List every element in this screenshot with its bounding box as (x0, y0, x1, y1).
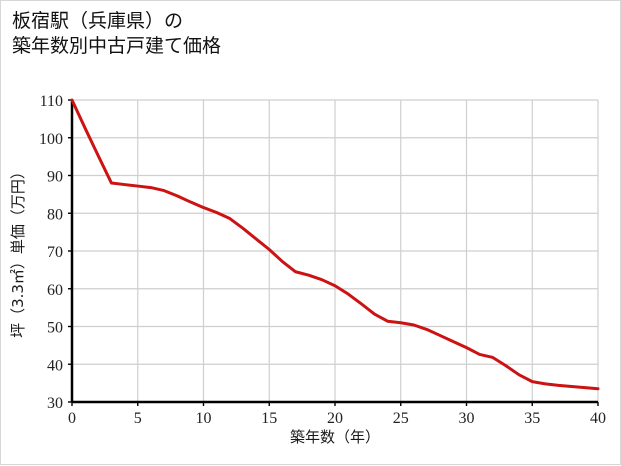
x-tick-label: 5 (134, 410, 142, 427)
x-tick-label: 15 (261, 410, 277, 427)
y-tick-label: 30 (47, 395, 63, 412)
data-series-group (70, 98, 600, 391)
x-tick-label: 40 (590, 410, 606, 427)
x-tick-label: 0 (68, 410, 76, 427)
x-tick-label: 20 (327, 410, 343, 427)
grid-lines (72, 99, 599, 403)
data-line-坪単価 (70, 98, 600, 391)
chart-title: 板宿駅（兵庫県）の 築年数別中古戸建て価格 (12, 10, 222, 57)
y-tick-label: 80 (47, 206, 63, 223)
y-axis-title: 坪（3.3㎡）単価（万円） (9, 164, 27, 338)
y-tick-label: 70 (47, 244, 63, 261)
x-tick-label: 25 (393, 410, 409, 427)
y-tick-label: 110 (40, 93, 63, 110)
x-axis-title: 築年数（年） (290, 428, 380, 446)
y-tick-label: 100 (39, 131, 63, 148)
y-tick-label: 50 (47, 320, 63, 337)
axis-tick-labels: 30 40 50 60 70 80 90 100 110 0 5 10 15 20 25 30 35 40 (39, 93, 606, 427)
y-tick-label: 90 (47, 169, 63, 186)
x-tick-label: 10 (196, 410, 212, 427)
y-tick-label: 40 (47, 357, 63, 374)
x-tick-label: 30 (459, 410, 475, 427)
y-tick-label: 60 (47, 282, 63, 299)
x-tick-label: 35 (524, 410, 540, 427)
axis-ticks (68, 99, 599, 406)
